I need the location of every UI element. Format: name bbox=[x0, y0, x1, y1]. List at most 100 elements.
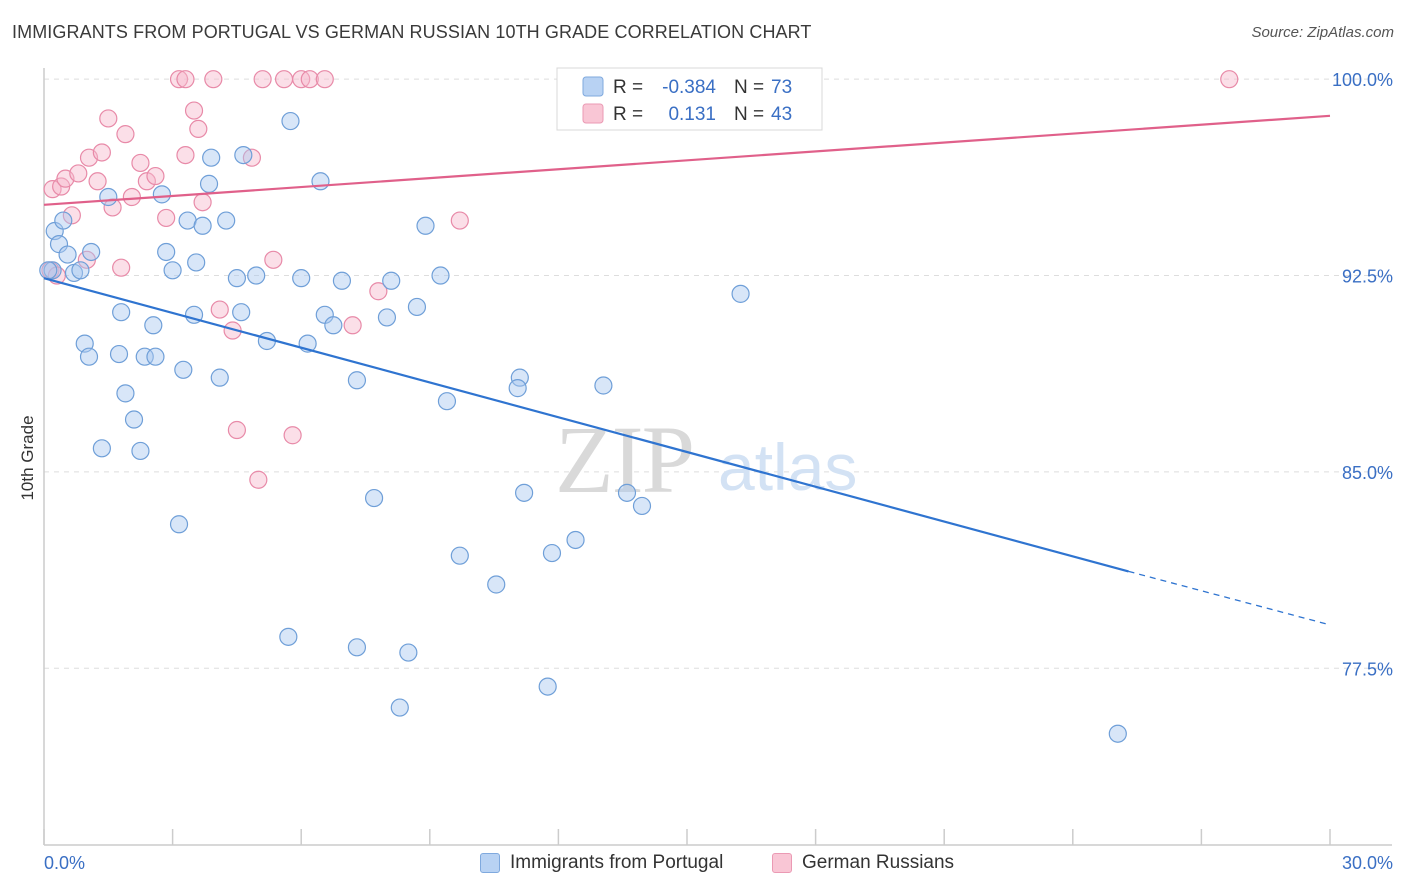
portugal-point-44 bbox=[332, 271, 352, 290]
portugal-point-9 bbox=[79, 347, 99, 366]
german-russians-point-14 bbox=[131, 153, 150, 173]
german-russians-point-38 bbox=[369, 282, 388, 301]
german-russians-point-33 bbox=[283, 426, 302, 445]
portugal-point-68 bbox=[390, 698, 409, 717]
watermark-zip: ZIP bbox=[555, 406, 693, 513]
portugal-point-3 bbox=[54, 211, 73, 230]
german-russians-point-29 bbox=[249, 470, 268, 489]
portugal-point-22 bbox=[163, 261, 182, 280]
portugal-point-18 bbox=[144, 316, 163, 335]
portugal-point-47 bbox=[377, 308, 397, 327]
portugal-point-49 bbox=[407, 297, 427, 317]
portugal-point-57 bbox=[515, 483, 534, 502]
legend-top: R = -0.384 N = 73 R = 0.131 N = 43 bbox=[556, 67, 823, 131]
portugal-point-70 bbox=[731, 284, 750, 303]
legend-top-swatch-portugal bbox=[582, 76, 604, 97]
portugal-point-48 bbox=[382, 271, 401, 290]
portugal-point-72 bbox=[39, 261, 58, 280]
german-russians-point-36 bbox=[315, 70, 334, 89]
tick-labels: 100.0% 92.5% 85.0% 77.5% 0.0% 30.0% bbox=[44, 70, 1393, 873]
legend-item-portugal[interactable]: Immigrants from Portugal bbox=[480, 852, 723, 874]
portugal-point-58 bbox=[542, 543, 562, 563]
source-credit: Source: ZipAtlas.com bbox=[1251, 24, 1394, 41]
portugal-point-38 bbox=[281, 111, 300, 131]
legend-r-label-portugal: R = bbox=[613, 77, 643, 98]
german-russians-point-39 bbox=[450, 211, 469, 230]
portugal-point-12 bbox=[112, 303, 131, 322]
y-tick-label-1: 92.5% bbox=[1342, 267, 1393, 287]
portugal-point-36 bbox=[247, 266, 266, 285]
legend-n-value-german-russians: 43 bbox=[771, 104, 792, 125]
x-tick-label-1: 30.0% bbox=[1342, 853, 1393, 873]
legend-top-swatch-german-russians bbox=[582, 103, 604, 124]
portugal-point-10 bbox=[92, 439, 111, 458]
chart-title: IMMIGRANTS FROM PORTUGAL VS GERMAN RUSSI… bbox=[12, 22, 812, 42]
portugal-point-26 bbox=[187, 253, 206, 272]
german-russians-point-25 bbox=[210, 300, 229, 319]
german-russians-point-10 bbox=[103, 198, 122, 217]
german-russians-point-37 bbox=[343, 316, 362, 335]
portugal-point-24 bbox=[174, 360, 193, 379]
german-russians-point-13 bbox=[122, 187, 141, 207]
portugal-point-59 bbox=[566, 530, 585, 550]
german-russians-point-19 bbox=[176, 70, 195, 89]
german-russians-point-9 bbox=[99, 109, 118, 128]
portugal-point-16 bbox=[109, 344, 129, 364]
portugal-point-0 bbox=[43, 261, 62, 280]
portugal-point-41 bbox=[311, 172, 330, 191]
watermark: ZIP atlas bbox=[555, 406, 857, 513]
portugal-point-43 bbox=[324, 316, 343, 335]
portugal-point-34 bbox=[232, 303, 251, 322]
portugal-point-51 bbox=[431, 266, 450, 285]
legend-label-german-russians: German Russians bbox=[802, 852, 955, 873]
german-russians-point-31 bbox=[264, 250, 283, 269]
portugal-trend-line-extension bbox=[1128, 570, 1326, 625]
legend-item-german-russians[interactable]: German Russians bbox=[772, 852, 954, 874]
portugal-point-17 bbox=[135, 347, 154, 366]
grid-lines bbox=[44, 78, 1392, 669]
german-russians-point-30 bbox=[253, 70, 272, 89]
portugal-point-53 bbox=[450, 546, 469, 565]
legend-r-value-german-russians: 0.131 bbox=[668, 104, 716, 125]
portugal-point-30 bbox=[202, 148, 221, 167]
german-russians-point-8 bbox=[92, 143, 111, 162]
portugal-point-50 bbox=[416, 216, 435, 235]
portugal-point-35 bbox=[234, 145, 253, 165]
portugal-point-15 bbox=[131, 441, 150, 461]
portugal-point-67 bbox=[538, 677, 557, 696]
german-russians-point-11 bbox=[112, 258, 131, 277]
portugal-point-32 bbox=[217, 211, 236, 230]
legend-n-label-german-russians: N = bbox=[734, 104, 764, 125]
portugal-point-52 bbox=[437, 392, 457, 411]
german-russians-point-7 bbox=[88, 172, 107, 191]
portugal-point-46 bbox=[364, 488, 384, 508]
legend-bottom: Immigrants from Portugal German Russians bbox=[0, 852, 1406, 878]
portugal-point-45 bbox=[347, 371, 367, 390]
portugal-point-64 bbox=[279, 627, 298, 646]
legend-n-label-portugal: N = bbox=[734, 77, 764, 98]
german-russians-point-17 bbox=[157, 208, 176, 228]
portugal-point-71 bbox=[1108, 724, 1127, 743]
y-axis-label: 10th Grade bbox=[18, 415, 37, 500]
german-russians-point-32 bbox=[274, 70, 294, 89]
german-russians-point-20 bbox=[176, 145, 195, 165]
german-russians-point-12 bbox=[116, 125, 135, 144]
axes bbox=[43, 68, 1392, 846]
german-russians-point-18 bbox=[169, 70, 189, 89]
german-russians-point-15 bbox=[137, 172, 156, 191]
portugal-point-54 bbox=[487, 575, 506, 594]
portugal-point-65 bbox=[347, 638, 367, 657]
legend-n-value-portugal: 73 bbox=[771, 77, 792, 98]
german-russians-point-27 bbox=[227, 420, 246, 440]
german-russians-point-22 bbox=[189, 119, 208, 139]
german-russians-trend-line bbox=[43, 114, 1331, 206]
portugal-point-33 bbox=[227, 269, 246, 288]
legend-swatch-portugal bbox=[480, 853, 500, 873]
portugal-point-31 bbox=[210, 368, 229, 387]
portugal-point-39 bbox=[292, 269, 311, 288]
portugal-point-14 bbox=[124, 410, 144, 429]
legend-r-value-portugal: -0.384 bbox=[662, 77, 716, 98]
german-russians-point-21 bbox=[184, 101, 204, 120]
german-russians-point-23 bbox=[193, 193, 212, 212]
